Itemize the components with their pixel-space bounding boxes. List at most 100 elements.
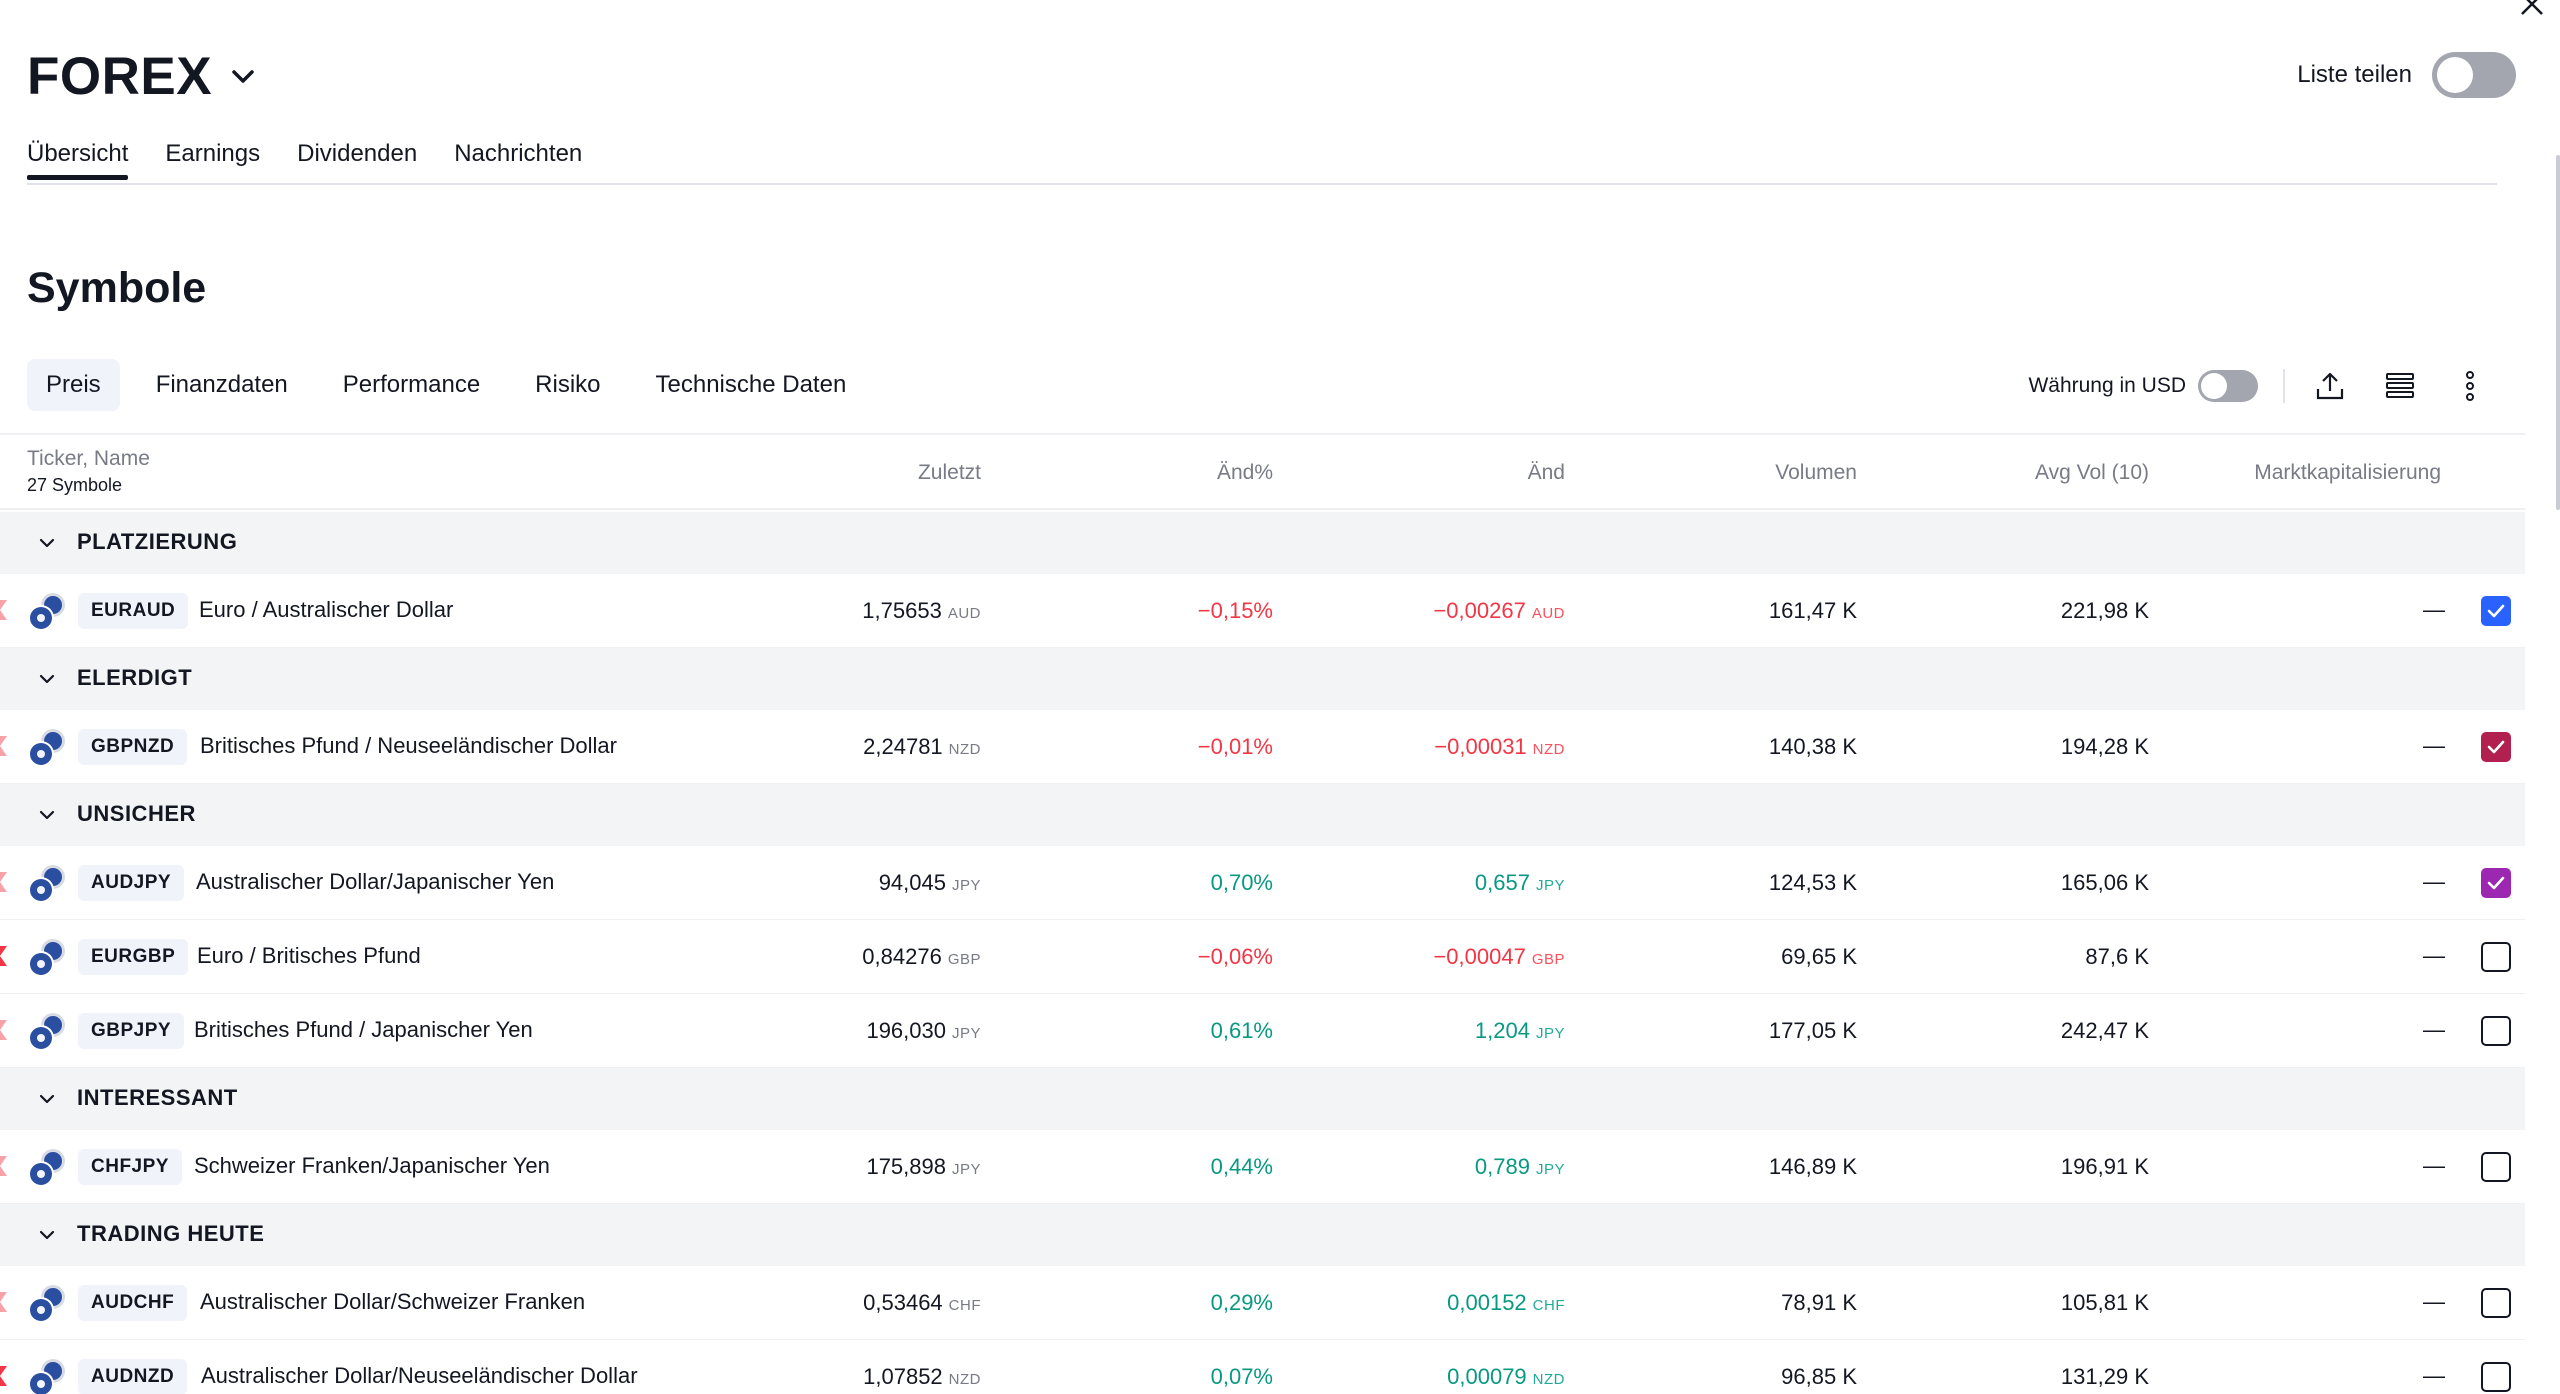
chevron-down-icon[interactable] [36, 1224, 58, 1246]
tab-nachrichten[interactable]: Nachrichten [454, 140, 583, 167]
volume-value: 161,47 K [1768, 598, 1857, 623]
flag-marker-icon[interactable] [0, 1020, 14, 1040]
row-checkbox[interactable] [2481, 1152, 2511, 1182]
upload-icon[interactable] [2310, 366, 2350, 406]
row-checkbox[interactable] [2481, 942, 2511, 972]
list-view-icon[interactable] [2380, 366, 2420, 406]
chevron-down-icon[interactable] [230, 64, 256, 90]
currency-pair-icon [27, 1012, 67, 1052]
last-value: 0,53464 [863, 1290, 943, 1315]
more-vertical-icon[interactable] [2450, 366, 2490, 406]
col-avg-vol[interactable]: Avg Vol (10) [2034, 461, 2149, 484]
row-checkbox[interactable] [2481, 1288, 2511, 1318]
ticker-badge[interactable]: CHFJPY [78, 1149, 182, 1185]
symbol-name: Australischer Dollar/Schweizer Franken [200, 1289, 586, 1314]
sub-tabs: Preis Finanzdaten Performance Risiko Tec… [27, 359, 882, 411]
subtab-performance[interactable]: Performance [342, 371, 481, 398]
scrollbar[interactable] [2556, 155, 2560, 510]
avg-vol-value: 196,91 K [2060, 1154, 2149, 1179]
ticker-badge[interactable]: EURGBP [78, 939, 189, 975]
row-checkbox[interactable] [2481, 1362, 2511, 1392]
change-currency: GBP [1531, 951, 1565, 968]
table-row[interactable]: EURGBP Euro / Britisches Pfund 0,84276 GBP −… [0, 920, 2525, 994]
table-row[interactable]: AUDCHF Australischer Dollar/Schweizer Fra… [0, 1266, 2525, 1340]
last-value: 0,84276 [862, 944, 942, 969]
row-checkbox[interactable] [2481, 868, 2511, 898]
change-value: 0,00079 [1447, 1364, 1527, 1389]
flag-marker-icon[interactable] [0, 736, 14, 756]
group-header[interactable]: PLATZIERUNG [0, 512, 2525, 574]
chevron-down-icon[interactable] [36, 1088, 58, 1110]
subtab-finanzdaten[interactable]: Finanzdaten [155, 371, 288, 398]
change-currency: CHF [1532, 1297, 1565, 1314]
cell-volume: 146,89 K [1769, 1154, 1857, 1180]
cell-volume: 124,53 K [1769, 870, 1857, 896]
group-header[interactable]: ELERDIGT [0, 648, 2525, 710]
table-row[interactable]: AUDJPY Australischer Dollar/Japanischer Y… [0, 846, 2525, 920]
col-aend[interactable]: Änd [1527, 461, 1565, 484]
change-pct-value: 0,70% [1210, 870, 1273, 895]
last-value: 175,898 [866, 1154, 946, 1179]
flag-marker-icon[interactable] [0, 946, 14, 966]
currency-pair-icon [27, 1148, 67, 1188]
table-row[interactable]: CHFJPY Schweizer Franken/Japanischer Yen 1… [0, 1130, 2525, 1204]
flag-marker-icon[interactable] [0, 1292, 14, 1312]
avg-vol-value: 221,98 K [2060, 598, 2149, 623]
volume-value: 177,05 K [1768, 1018, 1857, 1043]
controls-divider [2283, 369, 2285, 403]
chevron-down-icon[interactable] [36, 532, 58, 554]
table-row[interactable]: GBPNZD Britisches Pfund / Neuseeländische… [0, 710, 2525, 784]
group-header[interactable]: INTERESSANT [0, 1068, 2525, 1130]
symbol-name: Euro / Britisches Pfund [197, 943, 421, 968]
market-cap-value: — [2423, 733, 2445, 758]
avg-vol-value: 105,81 K [2060, 1290, 2149, 1315]
subtab-preis[interactable]: Preis [27, 359, 120, 411]
row-checkbox[interactable] [2481, 1016, 2511, 1046]
ticker-badge[interactable]: GBPJPY [78, 1013, 185, 1049]
ticker-badge[interactable]: GBPNZD [78, 729, 188, 765]
ticker-badge[interactable]: AUDCHF [78, 1285, 188, 1321]
ticker-badge[interactable]: AUDJPY [78, 865, 185, 901]
flag-marker-icon[interactable] [0, 1156, 14, 1176]
close-icon[interactable] [2516, 0, 2546, 20]
cell-change: 0,657 JPY [1475, 870, 1565, 896]
col-zuletzt[interactable]: Zuletzt [917, 461, 981, 484]
row-checkbox[interactable] [2481, 596, 2511, 626]
cell-last: 0,84276 GBP [862, 944, 981, 970]
chevron-down-icon[interactable] [36, 804, 58, 826]
table-row[interactable]: AUDNZD Australischer Dollar/Neuseeländisc… [0, 1340, 2525, 1394]
cell-change: −0,00267 AUD [1433, 598, 1565, 624]
flag-marker-icon[interactable] [0, 600, 14, 620]
table-row[interactable]: EURAUD Euro / Australischer Dollar 1,75653… [0, 574, 2525, 648]
subtab-risiko[interactable]: Risiko [535, 371, 601, 398]
col-marktkapitalisierung[interactable]: Marktkapitalisierung [2254, 461, 2441, 484]
chevron-down-icon[interactable] [36, 668, 58, 690]
tab-dividenden[interactable]: Dividenden [297, 140, 418, 167]
list-title[interactable]: FOREX [27, 47, 213, 106]
ticker-name-header[interactable]: Ticker, Name [27, 447, 150, 470]
last-currency: NZD [948, 741, 981, 758]
table-controls: Währung in USD [2028, 366, 2490, 406]
col-aend-pct[interactable]: Änd% [1216, 461, 1273, 484]
row-checkbox[interactable] [2481, 732, 2511, 762]
tab-earnings[interactable]: Earnings [165, 140, 261, 167]
subtab-technische-daten[interactable]: Technische Daten [655, 371, 847, 398]
share-toggle[interactable] [2432, 52, 2516, 98]
market-cap-value: — [2423, 943, 2445, 968]
group-header[interactable]: UNSICHER [0, 784, 2525, 846]
ticker-badge[interactable]: EURAUD [78, 593, 189, 629]
share-list: Liste teilen [2297, 52, 2516, 98]
tab-uebersicht[interactable]: Übersicht [27, 140, 129, 180]
flag-marker-icon[interactable] [0, 1366, 14, 1386]
change-value: 0,657 [1474, 870, 1530, 895]
flag-marker-icon[interactable] [0, 872, 14, 892]
cell-change: −0,00031 NZD [1434, 734, 1565, 760]
currency-toggle[interactable] [2198, 370, 2258, 402]
table-row[interactable]: GBPJPY Britisches Pfund / Japanischer Yen… [0, 994, 2525, 1068]
col-volumen[interactable]: Volumen [1775, 461, 1857, 484]
ticker-badge[interactable]: AUDNZD [78, 1359, 188, 1394]
cell-change: 0,00152 CHF [1447, 1290, 1565, 1316]
cell-last: 94,045 JPY [879, 870, 981, 896]
group-header[interactable]: TRADING HEUTE [0, 1204, 2525, 1266]
share-label: Liste teilen [2297, 61, 2412, 88]
